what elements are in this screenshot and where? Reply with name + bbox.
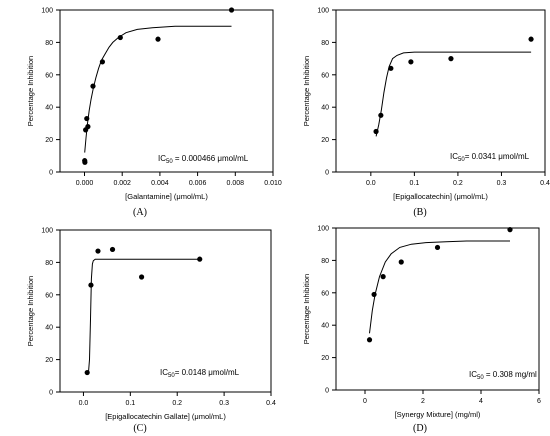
y-tick-label: 0 (49, 390, 53, 397)
data-point (380, 274, 386, 280)
data-point (228, 7, 235, 13)
y-tick-label: 60 (45, 292, 53, 299)
data-point (197, 256, 203, 262)
x-axis-label: [Epigallocatechin Gallate] (μmol/mL) (105, 412, 226, 421)
x-tick-label: 4 (479, 398, 483, 405)
x-tick-label: 6 (537, 398, 541, 405)
y-tick-label: 80 (45, 40, 53, 47)
plot-frame (59, 9, 274, 173)
panel-label: (B) (413, 207, 426, 218)
x-tick-label: 0.3 (219, 400, 229, 407)
data-point (90, 83, 96, 89)
x-tick-label: 0.010 (264, 180, 282, 187)
panel-label: (D) (413, 423, 427, 434)
data-point (82, 159, 88, 165)
y-tick-label: 60 (45, 72, 53, 79)
y-tick-label: 20 (45, 357, 53, 364)
y-tick-label: 60 (321, 72, 329, 79)
y-tick-label: 0 (325, 170, 329, 177)
ic50-annotation: IC50 = 0.000466 μmol/mL (158, 154, 249, 165)
x-tick-label: 0.2 (172, 400, 182, 407)
x-tick-label: 0.1 (125, 400, 135, 407)
data-point (88, 282, 94, 288)
fit-curve (375, 51, 532, 137)
chart-panel-2: 0.0 0.1 0.2 0.3 0.4 0 20 40 60 80 100 [Epigallocate… (302, 8, 550, 219)
x-tick-label: 0.004 (151, 180, 169, 187)
fit-curve (369, 240, 510, 334)
x-tick-label: 0.2 (453, 180, 463, 187)
ic50-annotation: IC50= 0.0341 μmol/mL (450, 152, 530, 163)
data-point (84, 115, 90, 122)
x-tick-label: 2 (421, 398, 425, 405)
data-point (117, 34, 123, 41)
x-axis-label: [Galantamine] (μmol/mL) (125, 192, 208, 201)
y-tick-label: 100 (41, 8, 53, 15)
y-tick-label: 80 (45, 260, 53, 267)
ic50-annotation: IC50= 0.0148 μmol/mL (160, 368, 240, 379)
y-tick-label: 40 (45, 325, 53, 332)
x-tick-label: 0.0 (79, 400, 89, 407)
y-tick-label: 60 (321, 290, 329, 297)
data-point (434, 244, 441, 251)
x-tick-label: 0 (363, 398, 367, 405)
data-point (85, 124, 91, 130)
y-tick-label: 40 (321, 323, 329, 330)
chart-panel-1: 0.000 0.002 0.004 0.006 0.008 0.010 0 20 40 60 80 1… (26, 7, 282, 218)
data-point (398, 259, 404, 265)
y-tick-label: 20 (321, 355, 329, 362)
y-tick-label: 100 (317, 8, 329, 15)
x-tick-label: 0.4 (266, 400, 276, 407)
panel-label: (C) (133, 423, 146, 434)
x-tick-label: 0.008 (227, 180, 245, 187)
data-point (95, 248, 101, 254)
x-tick-label: 0.3 (497, 180, 507, 187)
x-axis-label: [Epigallocatechin] (μmol/mL) (393, 192, 488, 201)
x-tick-label: 0.0 (366, 180, 376, 187)
y-tick-label: 0 (49, 170, 53, 177)
y-tick-label: 80 (321, 258, 329, 265)
x-tick-label: 0.1 (410, 180, 420, 187)
y-tick-label: 100 (317, 226, 329, 233)
data-point (99, 59, 106, 65)
data-point (388, 65, 394, 71)
chart-panel-3: 0.0 0.1 0.2 0.3 0.4 0 20 40 60 80 100 [Epigallocate… (26, 228, 276, 435)
plot-frame (59, 229, 272, 393)
data-point (366, 337, 373, 343)
data-point (109, 246, 116, 253)
data-point (528, 36, 534, 42)
x-tick-label: 0.000 (76, 180, 94, 187)
y-tick-label: 100 (41, 228, 53, 235)
data-point (84, 369, 90, 376)
data-point (507, 227, 513, 233)
fit-curve (84, 25, 232, 153)
x-tick-label: 0.006 (189, 180, 207, 187)
y-tick-label: 20 (45, 137, 53, 144)
data-point (138, 274, 145, 280)
y-tick-label: 40 (45, 105, 53, 112)
data-point (408, 59, 414, 65)
plot-frame (335, 227, 540, 391)
data-point (371, 291, 377, 298)
x-tick-label: 0.4 (540, 180, 550, 187)
ic50-annotation: IC50 = 0.308 mg/ml (469, 370, 537, 381)
y-tick-label: 80 (321, 40, 329, 47)
y-axis-label: Percentage Inhibition (26, 56, 35, 126)
fit-curve (86, 258, 200, 373)
data-point (378, 112, 384, 118)
y-axis-label: Percentage Inhibition (26, 276, 35, 346)
plot-frame (335, 9, 546, 173)
x-axis-label: [Synergy Mixture] (mg/ml) (395, 410, 481, 419)
panel-label: (A) (133, 207, 147, 218)
x-tick-label: 0.002 (113, 180, 131, 187)
y-tick-label: 20 (321, 137, 329, 144)
data-point (155, 36, 161, 42)
y-tick-label: 40 (321, 105, 329, 112)
y-axis-label: Percentage Inhibition (302, 274, 311, 344)
data-point (373, 128, 379, 135)
y-tick-label: 0 (325, 388, 329, 395)
data-point (448, 56, 454, 62)
y-axis-label: Percentage Inhibition (302, 56, 311, 126)
